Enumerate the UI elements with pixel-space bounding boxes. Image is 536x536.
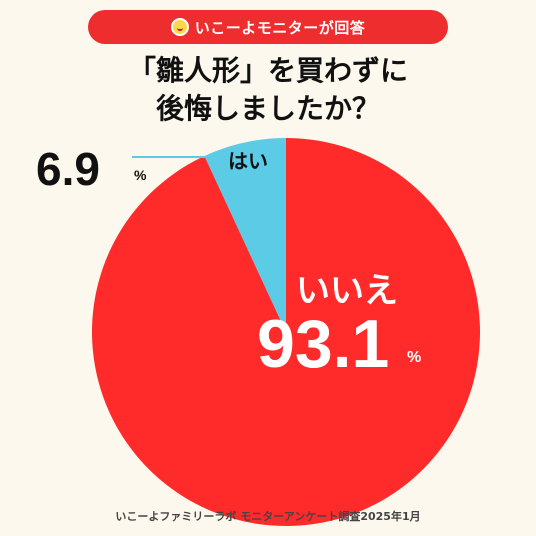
badge-label: いこーよモニターが回答 xyxy=(194,18,366,37)
pie-slice-no xyxy=(92,138,481,526)
yes-value-label: 6.9 xyxy=(36,143,100,195)
yes-unit-label: % xyxy=(134,167,147,183)
title-line-2: 後悔しましたか？ xyxy=(155,92,380,125)
title-line-1: 「雛人形」を買わずに xyxy=(127,54,408,87)
smiley-icon xyxy=(170,18,189,36)
source-note: いこーよファミリーラボ モニターアンケート調査2025年1月 xyxy=(115,510,421,523)
survey-badge: いこーよモニターが回答 xyxy=(88,10,448,44)
yes-category-label: はい xyxy=(228,149,268,173)
pie-slice-yes xyxy=(204,138,286,332)
no-value-label: 93.1 xyxy=(257,306,389,382)
page-title: 「雛人形」を買わずに 後悔しましたか？ xyxy=(0,52,536,128)
no-unit-label: % xyxy=(407,349,421,366)
no-category-label: いいえ xyxy=(296,271,398,311)
